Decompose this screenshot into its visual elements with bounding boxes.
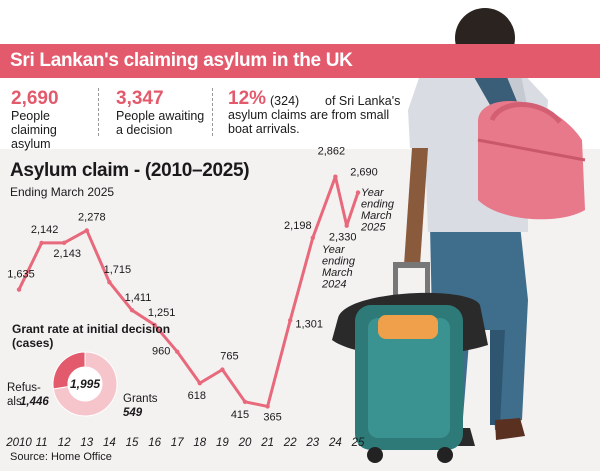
- data-label: 2,690: [350, 167, 378, 179]
- stat-divider: [98, 88, 99, 136]
- annotation-2024: ending: [322, 256, 356, 268]
- grants-value: 549: [123, 407, 143, 419]
- x-tick-label: 16: [148, 437, 161, 449]
- data-label: 1,251: [148, 307, 176, 319]
- donut-title: (cases): [12, 336, 53, 350]
- data-label: 2,142: [31, 224, 59, 236]
- x-tick-label: 25: [351, 437, 365, 449]
- data-point: [310, 235, 315, 240]
- data-label: 2,862: [318, 146, 346, 158]
- data-point: [265, 404, 270, 409]
- annotation-2025: ending: [361, 199, 395, 211]
- x-tick-label: 15: [126, 437, 139, 449]
- x-tick-label: 24: [328, 437, 342, 449]
- x-tick-label: 18: [193, 437, 206, 449]
- donut-title: Grant rate at initial decision: [12, 322, 170, 336]
- annotation-2025: Year: [361, 187, 385, 199]
- donut-hole: [68, 367, 102, 401]
- page-title: Sri Lankan's claiming asylum in the UK: [10, 50, 353, 71]
- grants-label: Grants: [123, 393, 158, 405]
- data-label: 618: [188, 390, 206, 402]
- data-label: 1,635: [7, 269, 35, 281]
- data-point: [175, 349, 180, 354]
- data-point: [355, 190, 361, 195]
- data-point: [288, 318, 293, 323]
- data-label: 415: [231, 409, 249, 421]
- data-point: [333, 174, 338, 179]
- stat-boat-text-lead: of Sri Lanka's: [325, 94, 401, 108]
- refusals-value: 1,446: [20, 396, 49, 408]
- x-tick-label: 21: [260, 437, 274, 449]
- data-label: 1,411: [125, 292, 152, 304]
- x-tick-label: 22: [283, 437, 297, 449]
- data-label: 960: [152, 346, 170, 358]
- data-label: 1,301: [295, 318, 323, 330]
- x-tick-label: 19: [216, 437, 229, 449]
- donut-center-label: 1,995: [70, 377, 100, 391]
- annotation-2024: Year: [322, 244, 346, 256]
- annotation-2025: 2025: [360, 222, 386, 234]
- data-label: 2,278: [78, 211, 106, 223]
- refusals-label: als: [7, 396, 22, 408]
- data-point: [220, 367, 225, 372]
- data-point: [197, 380, 202, 386]
- stat-boat-count: (324): [270, 94, 300, 108]
- data-point: [344, 223, 349, 228]
- annotation-2024: 2024: [321, 279, 346, 291]
- chart-subtitle: Ending March 2025: [10, 185, 115, 199]
- data-point: [152, 322, 157, 328]
- data-point: [61, 240, 67, 246]
- data-point: [242, 399, 248, 405]
- x-tick-label: 14: [103, 437, 116, 449]
- data-point: [39, 240, 44, 246]
- x-tick-label: 13: [80, 437, 93, 449]
- data-point: [16, 287, 22, 292]
- stat-divider: [212, 88, 213, 136]
- source-note: Source: Home Office: [10, 451, 112, 463]
- annotation-2025: March: [361, 210, 392, 222]
- x-tick-label: 2010: [5, 437, 32, 449]
- x-tick-label: 20: [238, 437, 252, 449]
- data-label: 2,330: [329, 232, 357, 244]
- stat-claiming-value: 2,690: [11, 88, 59, 109]
- x-tick-label: 11: [36, 437, 48, 449]
- data-label: 365: [263, 411, 281, 423]
- title-banner: Sri Lankan's claiming asylum in the UK: [0, 44, 600, 78]
- stat-boat-value: 12%: [228, 88, 267, 109]
- stat-boat-text-rest: asylum claims are from small boat arriva…: [228, 108, 390, 136]
- data-point: [129, 307, 135, 313]
- stat-awaiting-value: 3,347: [116, 88, 164, 109]
- annotation-2024: March: [322, 267, 353, 279]
- stat-claiming-text: People claiming asylum: [11, 109, 57, 151]
- chart-title: Asylum claim - (2010–2025): [10, 160, 250, 181]
- data-label: 765: [220, 351, 238, 363]
- data-point: [107, 280, 112, 285]
- data-label: 2,198: [284, 220, 312, 232]
- data-label: 1,715: [104, 264, 132, 276]
- data-point: [84, 228, 90, 233]
- x-tick-label: 12: [58, 437, 71, 449]
- x-tick-label: 17: [171, 437, 184, 449]
- data-label: 2,143: [53, 248, 81, 260]
- stat-awaiting-text: People awaiting a decision: [116, 109, 205, 137]
- refusals-label: Refus-: [7, 382, 41, 394]
- x-tick-label: 23: [305, 437, 319, 449]
